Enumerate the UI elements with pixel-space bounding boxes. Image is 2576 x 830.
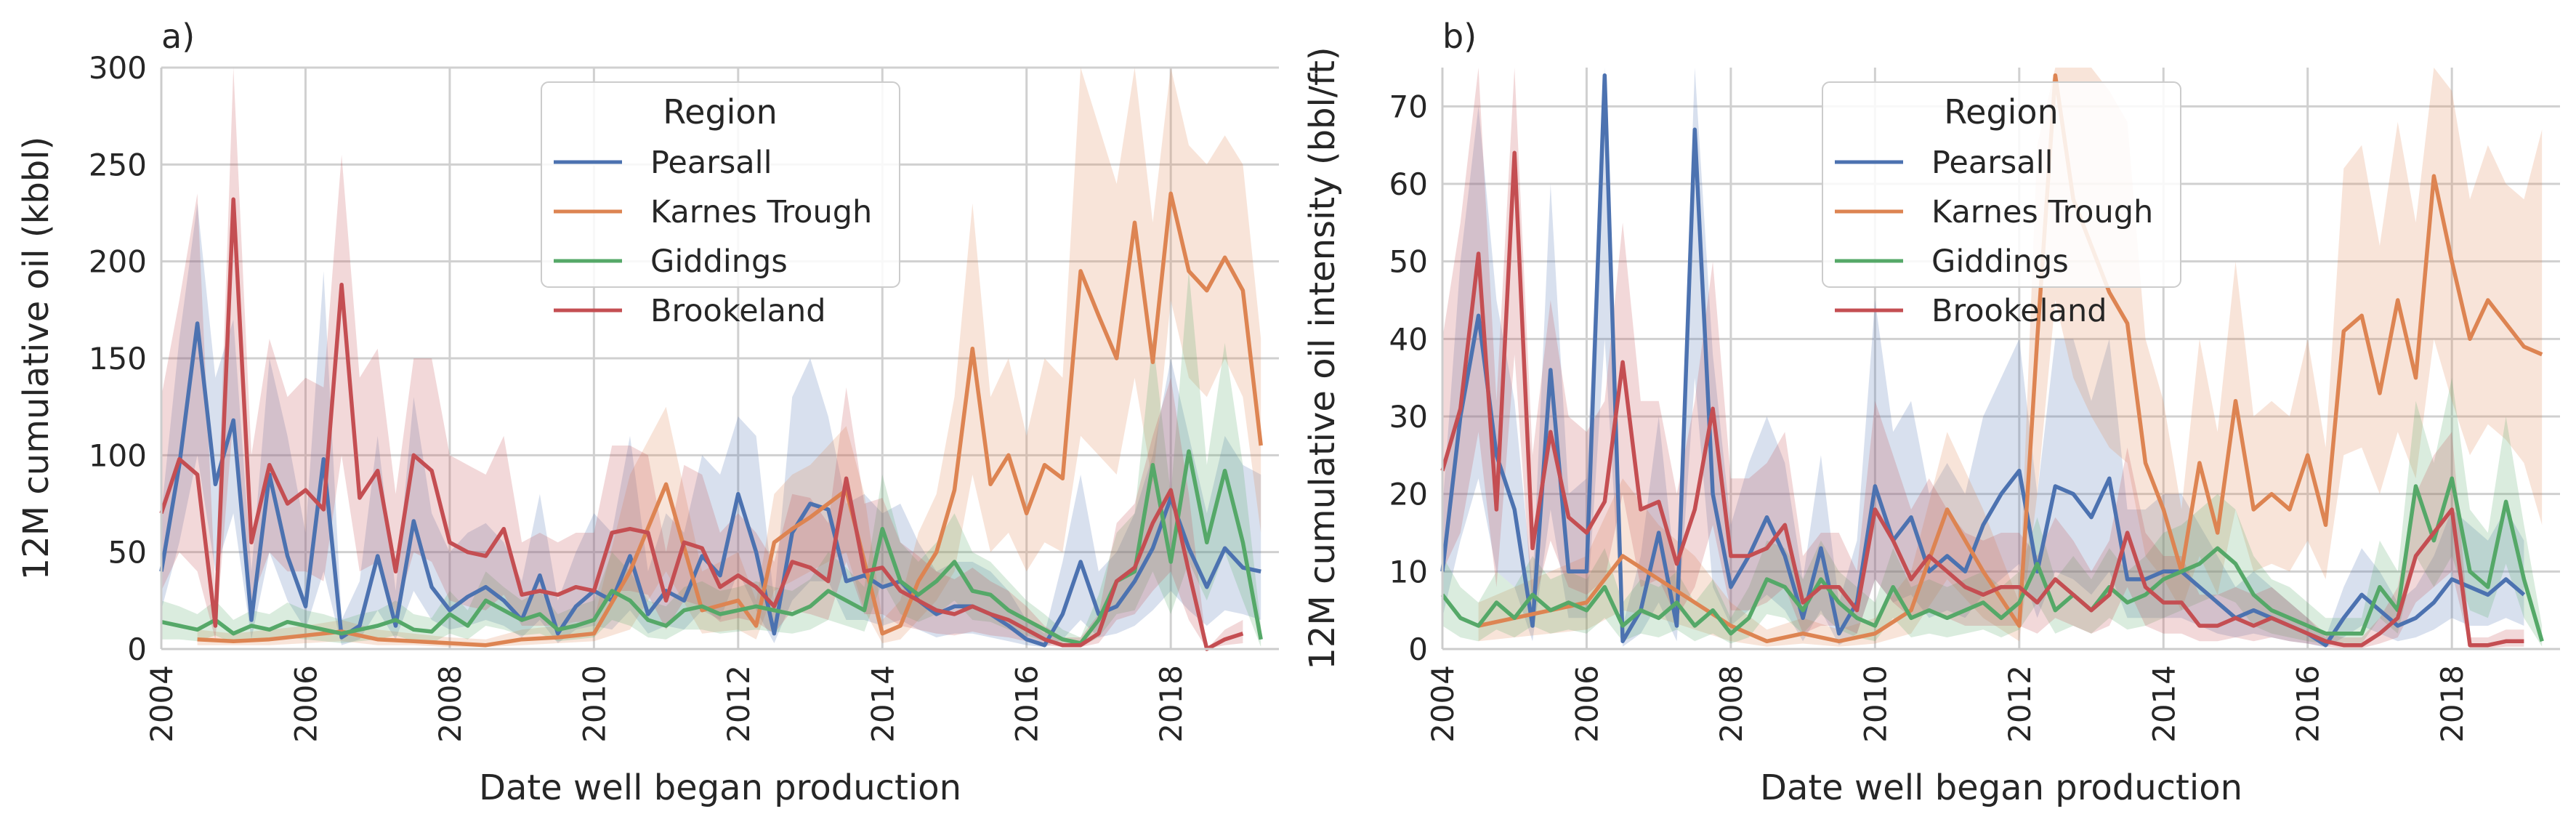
panel-a-y-tick-label: 0 [127, 632, 147, 667]
panel-a-series-lines [159, 191, 1263, 651]
panel-b-x-tick-label: 2016 [2290, 665, 2326, 743]
panel-a-x-tick-label: 2004 [144, 665, 179, 743]
panel-b-legend-title: Region [1944, 92, 2058, 132]
panel-b-y-tick-label: 30 [1389, 399, 1428, 435]
panel-b-x-tick-label: 2014 [2146, 665, 2181, 743]
panel-a-y-ticks: 0 50 100 150 200 250 300 [89, 50, 147, 667]
panel-a-y-tick-label: 250 [89, 147, 147, 182]
panel-a-band-brookeland [161, 68, 1243, 649]
panel-a-x-tick-label: 2008 [432, 665, 468, 743]
panel-b-y-tick-label: 40 [1389, 321, 1428, 357]
panel-b-legend-item-brookeland: Brookeland [1931, 293, 2107, 329]
panel-a-legend-item-pearsall: Pearsall [650, 145, 772, 181]
panel-b-y-tick-label: 0 [1408, 632, 1428, 667]
panel-b-line-karnes-trough [1478, 73, 2543, 644]
panel-b-x-ticks: 2004 2006 2008 2010 2012 2014 2016 2018 [1425, 665, 2470, 743]
panel-a-y-tick-label: 300 [89, 50, 147, 86]
panel-a-x-tick-label: 2010 [576, 665, 612, 743]
panel-a-label: a) [161, 17, 195, 56]
panel-b-y-tick-label: 70 [1389, 89, 1428, 124]
panel-b-line-giddings [1440, 476, 2544, 642]
panel-a-line-brookeland [159, 197, 1244, 651]
panel-a-legend-item-giddings: Giddings [650, 243, 788, 280]
panel-b-y-tick-label: 50 [1389, 244, 1428, 280]
panel-b-y-tick-label: 20 [1389, 477, 1428, 512]
panel-a-x-ticks: 2004 2006 2008 2010 2012 2014 2016 2018 [144, 665, 1189, 743]
panel-b-y-tick-label: 10 [1389, 554, 1428, 589]
panel-b-x-axis-label: Date well began production [1760, 767, 2242, 808]
panel-b-legend-item-pearsall: Pearsall [1931, 145, 2054, 181]
panel-b-legend-item-karnes: Karnes Trough [1931, 194, 2153, 230]
panel-a-y-axis-label: 12M cumulative oil (kbbl) [16, 137, 57, 581]
panel-b-legend-item-giddings: Giddings [1931, 243, 2069, 280]
panel-b-line-pearsall [1440, 73, 2526, 648]
panel-b-x-tick-label: 2004 [1425, 665, 1461, 743]
panel-a-legend-box [541, 81, 900, 288]
panel-b-band-karnes-trough [1478, 68, 2543, 647]
panel-a-y-tick-label: 100 [89, 438, 147, 473]
panel-b-x-tick-label: 2008 [1713, 665, 1749, 743]
panel-a-x-tick-label: 2006 [288, 665, 323, 743]
panel-b-y-ticks: 0 10 20 30 40 50 60 70 [1389, 89, 1428, 667]
panel-b-band-giddings [1442, 377, 2543, 647]
panel-a-x-tick-label: 2014 [865, 665, 900, 743]
panel-b-y-tick-label: 60 [1389, 166, 1428, 202]
panel-a-x-axis-label: Date well began production [479, 767, 961, 808]
panel-a-legend-item-brookeland: Brookeland [650, 293, 826, 329]
panel-a-band-pearsall [161, 203, 1261, 648]
panel-b-x-tick-label: 2006 [1569, 665, 1604, 743]
panel-a-legend-item-karnes: Karnes Trough [650, 194, 872, 230]
panel-b: 0 10 20 30 40 50 60 70 2004 2006 2008 2010 2012 2014… [1302, 17, 2560, 808]
panel-a-y-tick-label: 50 [108, 535, 147, 571]
panel-b-x-tick-label: 2018 [2434, 665, 2470, 743]
panel-a-y-tick-label: 200 [89, 244, 147, 280]
panel-b-series-lines [1440, 73, 2544, 648]
panel-b-label: b) [1442, 17, 1477, 56]
panel-b-legend-box [1822, 81, 2181, 288]
panel-b-line-brookeland [1440, 150, 2524, 648]
panel-a-confidence-bands [161, 68, 1261, 649]
panel-a-legend: Region Pearsall Karnes Trough Giddings B… [541, 81, 900, 329]
panel-b-legend: Region Pearsall Karnes Trough Giddings B… [1822, 81, 2181, 329]
panel-a-legend-title: Region [663, 92, 777, 132]
panel-a-x-tick-label: 2018 [1153, 665, 1189, 743]
panel-a-band-karnes-trough [197, 68, 1261, 648]
panel-a-x-tick-label: 2016 [1009, 665, 1045, 743]
panel-b-x-tick-label: 2010 [1857, 665, 1893, 743]
panel-a-y-tick-label: 150 [89, 341, 147, 376]
panel-a-line-giddings [161, 449, 1263, 645]
panel-b-x-tick-label: 2012 [2002, 665, 2038, 743]
panel-a-x-tick-label: 2012 [721, 665, 756, 743]
panel-b-y-axis-label: 12M cumulative oil intensity (bbl/ft) [1302, 47, 1343, 669]
